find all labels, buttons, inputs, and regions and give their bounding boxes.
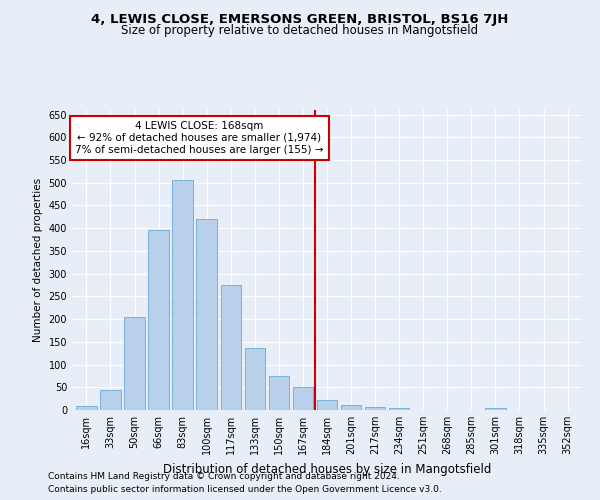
Bar (293, 388, 313, 410)
Bar (365, 407, 385, 410)
Text: 4, LEWIS CLOSE, EMERSONS GREEN, BRISTOL, BS16 7JH: 4, LEWIS CLOSE, EMERSONS GREEN, BRISTOL,… (91, 12, 509, 26)
Bar (76, 406, 97, 410)
Bar (100, 390, 121, 410)
Text: Contains public sector information licensed under the Open Government Licence v3: Contains public sector information licen… (48, 485, 442, 494)
Text: Size of property relative to detached houses in Mangotsfield: Size of property relative to detached ho… (121, 24, 479, 37)
Bar (245, 348, 265, 410)
Bar (317, 400, 337, 410)
Bar (269, 376, 289, 410)
Text: 4 LEWIS CLOSE: 168sqm
← 92% of detached houses are smaller (1,974)
7% of semi-de: 4 LEWIS CLOSE: 168sqm ← 92% of detached … (75, 122, 324, 154)
Bar (196, 219, 217, 410)
Text: Contains HM Land Registry data © Crown copyright and database right 2024.: Contains HM Land Registry data © Crown c… (48, 472, 400, 481)
Y-axis label: Number of detached properties: Number of detached properties (33, 178, 43, 342)
Bar (124, 317, 145, 410)
Bar (221, 285, 241, 410)
Bar (389, 408, 409, 410)
Bar (172, 180, 193, 410)
Bar (148, 230, 169, 410)
Bar (341, 406, 361, 410)
Bar (485, 408, 506, 410)
X-axis label: Distribution of detached houses by size in Mangotsfield: Distribution of detached houses by size … (163, 462, 491, 475)
